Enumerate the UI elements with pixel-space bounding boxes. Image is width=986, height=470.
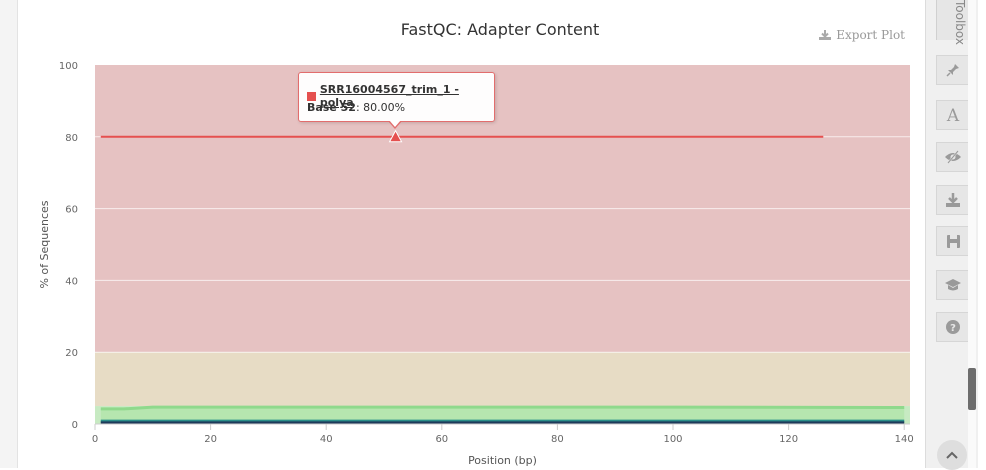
save-tool-button[interactable] bbox=[936, 226, 970, 256]
scroll-to-top-button[interactable] bbox=[937, 440, 967, 470]
tooltip-series-name: SRR16004567_trim_1 - polya bbox=[319, 83, 459, 109]
svg-text:?: ? bbox=[950, 323, 956, 334]
scrollbar-track[interactable] bbox=[968, 0, 976, 468]
right-edge bbox=[978, 0, 986, 468]
graduation-cap-icon bbox=[945, 279, 961, 291]
tooltip-pointer-inner bbox=[389, 120, 401, 127]
export-plot-button[interactable]: Export Plot bbox=[818, 28, 905, 42]
tooltip-value: : 80.00% bbox=[355, 101, 406, 114]
tooltip-base: Base 52 bbox=[307, 101, 356, 114]
x-tick-label-100: 100 bbox=[663, 434, 682, 445]
help-tool-button[interactable] bbox=[936, 270, 970, 300]
y-tick-label-60: 60 bbox=[65, 205, 78, 216]
x-tick-label-120: 120 bbox=[779, 434, 798, 445]
x-tick-label-60: 60 bbox=[435, 434, 448, 445]
chart-title: FastQC: Adapter Content bbox=[400, 20, 600, 39]
download-icon bbox=[946, 193, 960, 207]
hide-samples-tool-button[interactable] bbox=[936, 142, 970, 172]
highlight-point-marker bbox=[388, 129, 403, 143]
about-tool-button[interactable]: ? bbox=[936, 312, 970, 342]
highlight-tool-button[interactable] bbox=[936, 55, 970, 85]
scrollbar-thumb[interactable] bbox=[968, 368, 976, 410]
chevron-up-icon bbox=[946, 451, 958, 459]
y-tick-label-100: 100 bbox=[59, 61, 78, 72]
x-tick-label-40: 40 bbox=[320, 434, 333, 445]
band-1 bbox=[95, 352, 910, 407]
chart-tooltip: SRR16004567_trim_1 - polya Base 52: 80.0… bbox=[298, 72, 495, 122]
left-strip bbox=[0, 0, 18, 468]
x-tick-label-140: 140 bbox=[895, 434, 914, 445]
x-tick-label-0: 0 bbox=[92, 434, 98, 445]
x-tick-label-80: 80 bbox=[551, 434, 564, 445]
series-line-1 bbox=[100, 405, 905, 411]
toolbox-tab[interactable]: Toolbox bbox=[936, 0, 972, 45]
y-tick-label-0: 0 bbox=[72, 420, 78, 431]
y-axis-title: % of Sequences bbox=[38, 200, 51, 288]
pin-icon bbox=[946, 64, 959, 77]
y-tick-label-20: 20 bbox=[65, 348, 78, 359]
toolbox-label: Toolbox bbox=[953, 0, 967, 45]
y-tick-label-80: 80 bbox=[65, 133, 78, 144]
x-axis-title: Position (bp) bbox=[468, 454, 537, 467]
letter-a-icon: A bbox=[946, 106, 960, 124]
export-tool-button[interactable] bbox=[936, 185, 970, 215]
y-tick-label-40: 40 bbox=[65, 276, 78, 287]
eye-slash-icon bbox=[945, 150, 961, 164]
export-plot-label: Export Plot bbox=[836, 28, 905, 42]
adapter-content-chart: 0 20 40 60 80 100 120 140 0 20 40 60 80 100 Position (… bbox=[38, 61, 914, 467]
question-icon: ? bbox=[946, 320, 960, 334]
plot-panel: FastQC: Adapter Content Export Plot 0 20 4… bbox=[0, 0, 914, 468]
tooltip-swatch bbox=[307, 91, 316, 101]
svg-text:A: A bbox=[946, 106, 960, 124]
x-tick-label-20: 20 bbox=[204, 434, 217, 445]
export-icon bbox=[819, 30, 832, 40]
rename-tool-button[interactable]: A bbox=[936, 100, 970, 130]
save-icon bbox=[946, 234, 960, 248]
